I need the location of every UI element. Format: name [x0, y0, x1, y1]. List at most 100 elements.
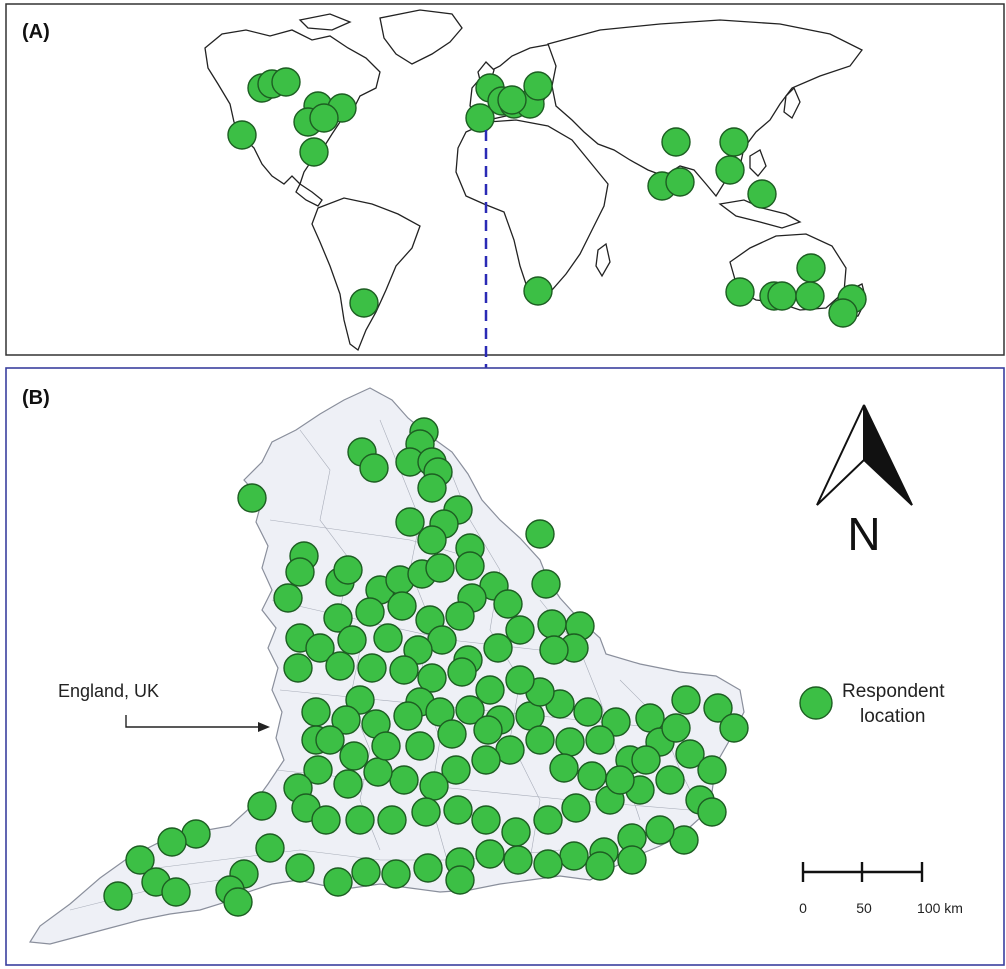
- respondent-marker: [125, 845, 155, 875]
- respondent-marker: [237, 483, 267, 513]
- respondent-marker: [828, 298, 858, 328]
- respondent-marker: [573, 697, 603, 727]
- boundary-6: [269, 519, 481, 561]
- respondent-marker: [255, 833, 285, 863]
- respondent-marker: [161, 877, 191, 907]
- respondent-marker: [585, 851, 615, 881]
- respondent-marker: [283, 653, 313, 683]
- respondent-marker: [333, 769, 363, 799]
- respondent-marker: [223, 887, 253, 917]
- respondent-marker: [455, 695, 485, 725]
- respondent-marker: [419, 771, 449, 801]
- respondent-marker: [661, 713, 691, 743]
- scale-label-50: 50: [856, 900, 872, 916]
- respondent-marker: [697, 797, 727, 827]
- respondent-marker: [577, 761, 607, 791]
- respondent-marker: [323, 867, 353, 897]
- central-america-outline: [295, 183, 323, 207]
- respondent-marker: [373, 623, 403, 653]
- respondent-marker: [533, 805, 563, 835]
- respondent-marker: [345, 805, 375, 835]
- respondent-marker: [539, 635, 569, 665]
- respondent-marker: [719, 713, 749, 743]
- respondent-marker: [719, 127, 749, 157]
- panel-b: (B) England, UK N: [5, 367, 1005, 966]
- panel-b-respondent-markers: [103, 417, 749, 917]
- respondent-marker: [413, 853, 443, 883]
- respondent-marker: [363, 757, 393, 787]
- respondent-marker: [631, 745, 661, 775]
- respondent-marker: [503, 845, 533, 875]
- respondent-marker: [525, 725, 555, 755]
- respondent-marker: [465, 103, 495, 133]
- respondent-marker: [725, 277, 755, 307]
- respondent-marker: [103, 881, 133, 911]
- respondent-marker: [475, 675, 505, 705]
- respondent-marker: [389, 765, 419, 795]
- arctic-islands-outline: [298, 13, 352, 31]
- england-annotation-text: England, UK: [58, 681, 159, 701]
- respondent-marker: [505, 665, 535, 695]
- madagascar-outline: [595, 242, 611, 278]
- respondent-marker: [531, 569, 561, 599]
- respondent-marker: [493, 589, 523, 619]
- respondent-marker: [299, 137, 329, 167]
- respondent-marker: [403, 635, 433, 665]
- respondent-marker: [285, 853, 315, 883]
- legend-marker-swatch: [799, 686, 833, 720]
- panel-a-respondent-markers: [227, 67, 867, 328]
- respondent-marker: [796, 253, 826, 283]
- respondent-marker: [475, 839, 505, 869]
- respondent-marker: [371, 731, 401, 761]
- respondent-marker: [795, 281, 825, 311]
- respondent-marker: [355, 597, 385, 627]
- scale-bar: 0 50 100 km: [799, 862, 963, 916]
- respondent-marker: [309, 103, 339, 133]
- respondent-marker: [455, 551, 485, 581]
- respondent-marker: [671, 685, 701, 715]
- respondent-marker: [471, 745, 501, 775]
- respondent-marker: [505, 615, 535, 645]
- respondent-marker: [315, 725, 345, 755]
- respondent-marker: [549, 753, 579, 783]
- respondent-marker: [351, 857, 381, 887]
- respondent-marker: [301, 697, 331, 727]
- respondent-marker: [447, 657, 477, 687]
- respondent-marker: [445, 601, 475, 631]
- se-asia-islands-outline: [718, 199, 802, 229]
- panel-a: (A): [5, 3, 1005, 370]
- respondent-marker: [381, 859, 411, 889]
- respondent-marker: [645, 815, 675, 845]
- respondent-marker: [555, 727, 585, 757]
- respondent-marker: [441, 755, 471, 785]
- respondent-marker: [333, 555, 363, 585]
- world-landmasses: [204, 9, 867, 352]
- respondent-marker: [345, 685, 375, 715]
- respondent-marker: [617, 845, 647, 875]
- respondent-marker: [303, 755, 333, 785]
- annotation-arrow-line: [125, 715, 258, 728]
- respondent-marker: [533, 849, 563, 879]
- scale-label-0: 0: [799, 900, 807, 916]
- respondent-marker: [359, 453, 389, 483]
- respondent-marker: [443, 795, 473, 825]
- respondent-marker: [665, 167, 695, 197]
- respondent-marker: [523, 276, 553, 306]
- legend-label-line1: Respondent: [842, 681, 945, 702]
- respondent-marker: [471, 805, 501, 835]
- respondent-marker: [417, 473, 447, 503]
- panel-a-label: (A): [22, 21, 50, 43]
- respondent-marker: [325, 651, 355, 681]
- respondent-marker: [655, 765, 685, 795]
- scale-label-100: 100 km: [917, 900, 963, 916]
- respondent-marker: [425, 553, 455, 583]
- greenland-outline: [379, 9, 463, 65]
- respondent-marker: [703, 693, 733, 723]
- respondent-marker: [323, 603, 353, 633]
- japan-outline: [783, 86, 801, 119]
- respondent-marker: [417, 663, 447, 693]
- respondent-marker: [271, 67, 301, 97]
- respondent-marker: [747, 179, 777, 209]
- respondent-marker: [661, 127, 691, 157]
